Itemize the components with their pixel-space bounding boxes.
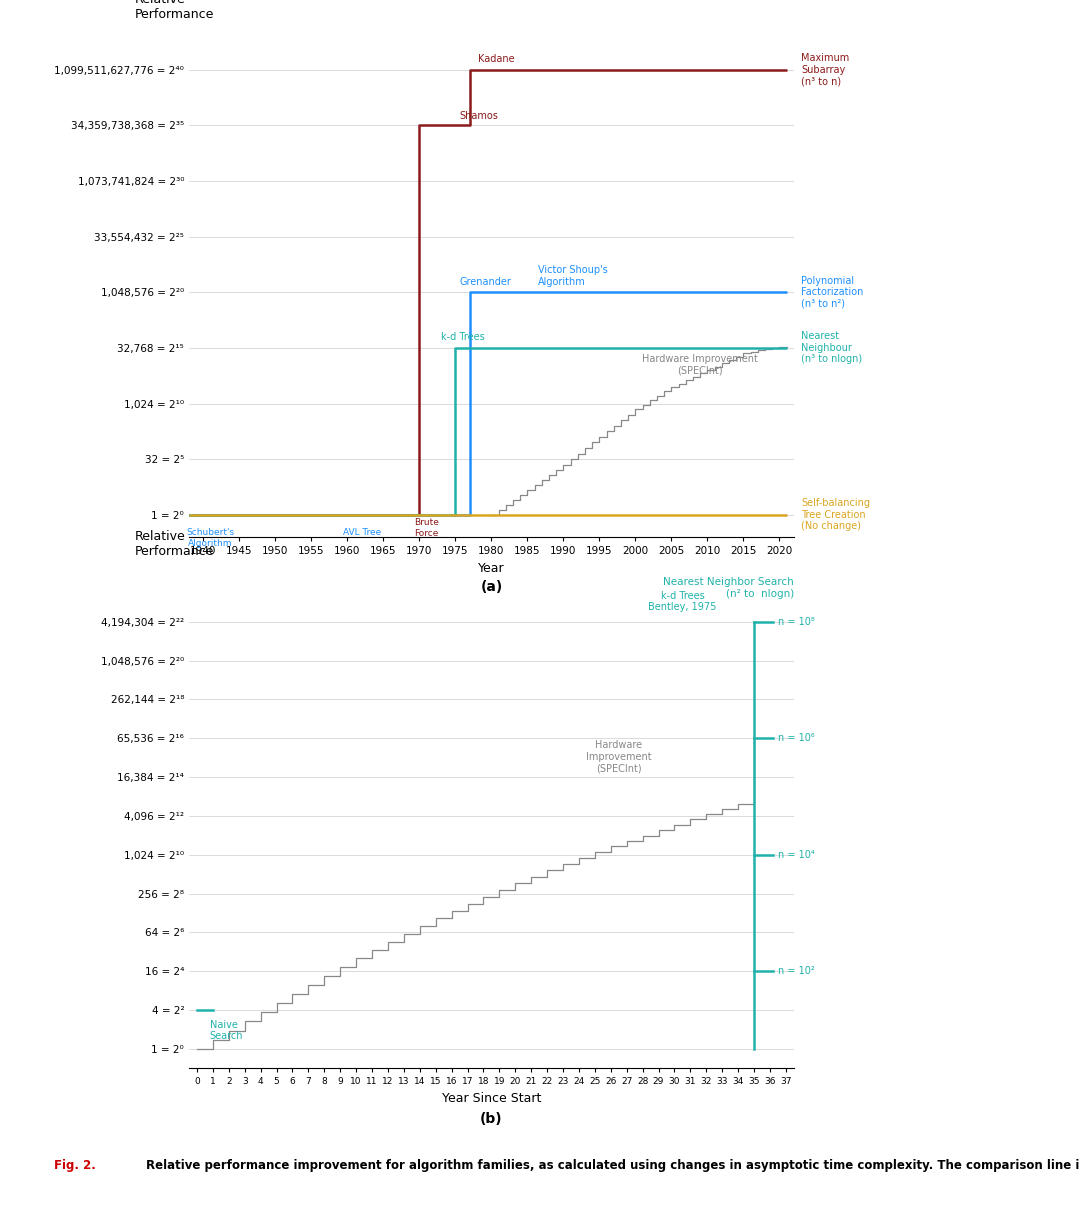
Text: Self-balancing
Tree Creation
(No change): Self-balancing Tree Creation (No change) [801,498,870,531]
Text: (a): (a) [481,581,502,594]
Text: n = 10²: n = 10² [778,966,814,976]
X-axis label: Year: Year [478,561,504,575]
Text: Maximum
Subarray
(n³ to n): Maximum Subarray (n³ to n) [801,53,849,86]
Text: AVL Tree: AVL Tree [342,529,381,537]
X-axis label: Year Since Start: Year Since Start [442,1092,541,1104]
Text: Victor Shoup's
Algorithm: Victor Shoup's Algorithm [538,266,608,286]
Text: Hardware
Improvement
(SPECInt): Hardware Improvement (SPECInt) [586,740,651,774]
Text: k-d Trees
Bentley, 1975: k-d Trees Bentley, 1975 [648,590,716,612]
Text: Kadane: Kadane [478,54,515,64]
Text: (b): (b) [481,1112,502,1125]
Text: Relative
Performance: Relative Performance [135,0,214,22]
Text: Polynomial
Factorization
(n³ to n²): Polynomial Factorization (n³ to n²) [801,275,863,309]
Text: Hardware Improvement
(SPECInt): Hardware Improvement (SPECInt) [643,354,758,375]
Text: Schubert's
Algorithm: Schubert's Algorithm [187,529,234,548]
Text: Grenander: Grenander [459,276,511,286]
Text: k-d Trees: k-d Trees [441,332,485,343]
Text: n = 10⁶: n = 10⁶ [778,734,814,744]
Text: n = 10⁸: n = 10⁸ [778,617,814,626]
Text: Naive
Search: Naive Search [210,1020,243,1042]
Text: Nearest
Neighbour
(n³ to nlogn): Nearest Neighbour (n³ to nlogn) [801,331,862,365]
Text: Fig. 2.: Fig. 2. [54,1159,96,1172]
Text: Relative
Performance: Relative Performance [135,531,214,559]
Text: n = 10⁴: n = 10⁴ [778,850,814,859]
Text: Relative performance improvement for algorithm families, as calculated using cha: Relative performance improvement for alg… [146,1159,1080,1172]
Text: Brute
Force: Brute Force [414,518,440,537]
Text: Shamos: Shamos [459,111,498,121]
Text: Nearest Neighbor Search
(n² to  nlogn): Nearest Neighbor Search (n² to nlogn) [663,577,794,599]
